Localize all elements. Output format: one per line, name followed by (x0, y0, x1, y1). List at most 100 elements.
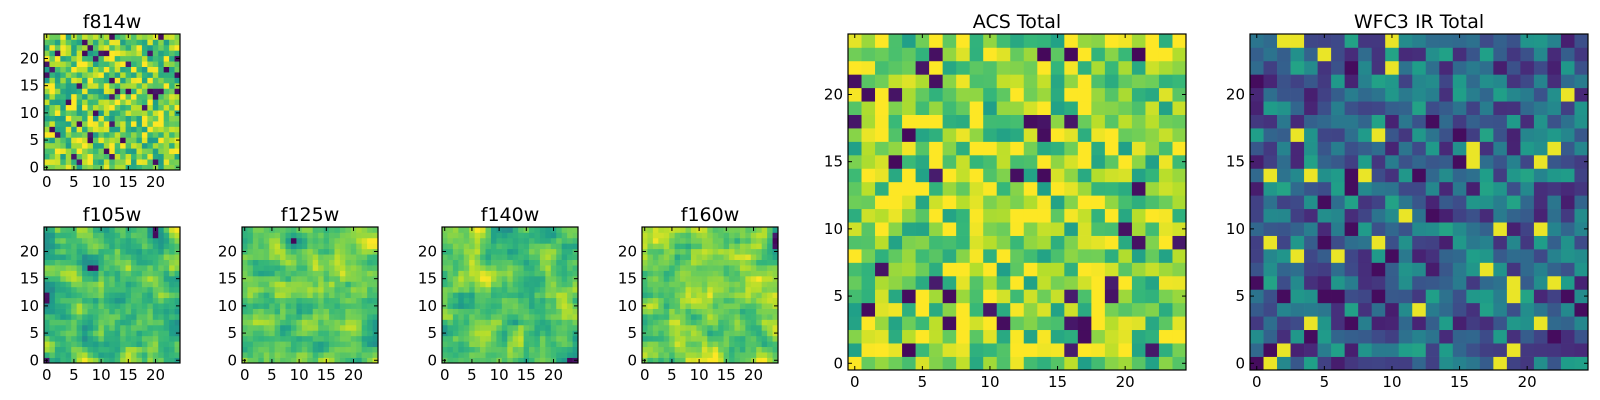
heatmap-cell (680, 319, 686, 326)
heatmap-cell (296, 281, 303, 288)
heatmap-cell (60, 153, 67, 160)
heatmap-cell (463, 281, 470, 288)
heatmap-cell (87, 142, 94, 149)
heatmap-cell (169, 292, 175, 299)
heatmap-cell (356, 335, 363, 342)
heatmap-cell (136, 259, 143, 266)
heatmap-cell (647, 330, 654, 337)
heatmap-cell (269, 286, 275, 293)
heatmap-cell (158, 61, 165, 67)
heatmap-cell (87, 93, 94, 100)
heatmap-cell (54, 281, 61, 288)
heatmap-cell (888, 114, 903, 129)
heatmap-cell (696, 281, 703, 288)
heatmap-cell (1520, 356, 1535, 371)
heatmap-cell (98, 292, 105, 299)
heatmap-cell (258, 227, 265, 233)
heatmap-cell (136, 275, 143, 282)
heatmap-cell (539, 227, 546, 233)
heatmap-cell (87, 82, 94, 89)
heatmap-cell (163, 104, 170, 111)
heatmap-cell (1574, 128, 1589, 142)
heatmap-cell (65, 82, 72, 89)
heatmap-cell (474, 335, 481, 342)
heatmap-cell (301, 308, 308, 315)
heatmap-cell (729, 314, 735, 320)
heatmap-cell (550, 341, 557, 348)
heatmap-cell (1560, 222, 1575, 236)
heatmap-cell (1250, 181, 1264, 196)
heatmap-cell (361, 286, 368, 293)
heatmap-cell (54, 243, 61, 250)
heatmap-cell (767, 324, 773, 331)
heatmap-cell (1050, 289, 1065, 304)
heatmap-cell (301, 335, 308, 342)
heatmap-cell (361, 308, 368, 315)
heatmap-cell (274, 335, 281, 342)
heatmap-cell (285, 341, 292, 348)
heatmap-cell (669, 243, 675, 250)
heatmap-cells (44, 227, 181, 364)
heatmap-cell (861, 275, 876, 290)
heatmap-cell (1439, 168, 1454, 183)
heatmap-cell (92, 352, 99, 358)
heatmap-cell (485, 248, 492, 255)
heatmap-cell (280, 254, 286, 260)
heatmap-cell (296, 265, 303, 271)
heatmap-cell (125, 341, 132, 348)
heatmap-cell (750, 303, 757, 309)
heatmap-cell (480, 330, 486, 337)
heatmap-cell (1290, 60, 1305, 75)
heatmap-cell (496, 259, 503, 266)
heatmap-cell (442, 297, 448, 304)
heatmap-cell (1371, 181, 1386, 196)
heatmap-cell (103, 44, 110, 51)
axes-frame (1249, 33, 1589, 371)
heatmap-cell (147, 159, 154, 165)
heatmap-cell (125, 319, 132, 326)
heatmap-cell (442, 341, 448, 348)
heatmap-cell (82, 72, 88, 78)
heatmap-cell (1506, 343, 1521, 357)
heatmap-cell (1250, 222, 1264, 236)
heatmap-cell (169, 330, 175, 337)
heatmap-cell (469, 314, 475, 320)
heatmap-cell (518, 352, 524, 358)
heatmap-cell (247, 281, 254, 288)
heatmap-cell (163, 131, 170, 138)
heatmap-cell (545, 232, 552, 239)
heatmap-cell (174, 243, 181, 250)
heatmap-cell (1290, 181, 1305, 196)
heatmap-cell (92, 275, 99, 282)
heatmap-cell (60, 341, 67, 348)
heatmap-cell (474, 248, 481, 255)
heatmap-cell (463, 275, 470, 282)
heatmap-cell (1385, 289, 1400, 304)
heatmap-cell (54, 115, 61, 122)
heatmap-cell (1331, 356, 1345, 371)
heatmap-cell (82, 93, 88, 100)
heatmap-cell (163, 142, 170, 149)
heatmap-cell (674, 314, 681, 320)
heatmap-cell (501, 346, 508, 353)
heatmap-cell (65, 237, 72, 244)
heatmap-cell (739, 237, 746, 244)
heatmap-cell (65, 126, 72, 133)
heatmap-cell (469, 335, 475, 342)
heatmap-cell (334, 330, 341, 337)
heatmap-cell (1023, 87, 1038, 102)
heatmap-cell (1385, 249, 1400, 263)
heatmap-cell (480, 314, 486, 320)
heatmap-cell (1506, 141, 1521, 156)
heatmap-cell (109, 335, 116, 342)
heatmap-cell (169, 137, 175, 144)
heatmap-cell (663, 341, 670, 348)
heatmap-cell (1520, 235, 1535, 250)
heatmap-cell (1077, 47, 1092, 62)
heatmap-cell (756, 335, 763, 342)
heatmap-cell (1050, 101, 1065, 115)
heatmap-cell (712, 308, 719, 315)
heatmap-cell (490, 237, 497, 244)
heatmap-cell (136, 77, 143, 84)
heatmap-cell (125, 39, 132, 46)
